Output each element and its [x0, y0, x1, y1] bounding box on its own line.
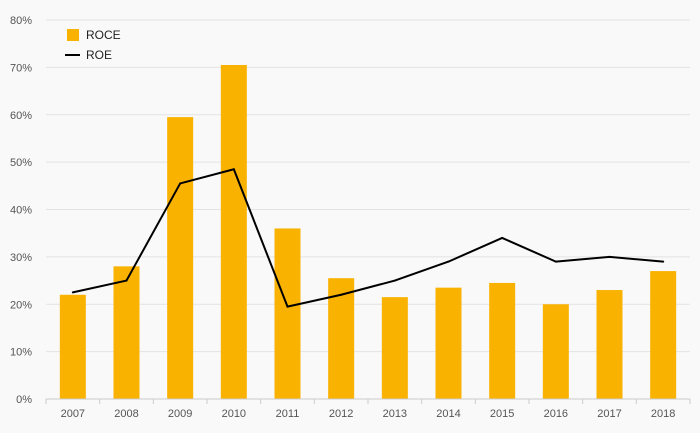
x-tick-label: 2016 — [544, 408, 568, 420]
roce-bar — [381, 297, 408, 399]
roe-point — [340, 293, 343, 296]
y-tick-label: 70% — [10, 62, 32, 74]
roce-bar — [274, 228, 301, 399]
legend-roce-label: ROCE — [86, 28, 121, 42]
x-tick-label: 2009 — [168, 408, 192, 420]
legend-roce-swatch — [67, 29, 79, 41]
roce-bar — [220, 65, 247, 399]
grid-lines — [46, 19, 690, 353]
roce-bar — [650, 271, 677, 399]
roe-point — [286, 305, 289, 308]
roce-bar — [113, 266, 140, 399]
roe-point — [393, 279, 396, 282]
x-tick-label: 2018 — [651, 408, 675, 420]
roce-bar — [328, 278, 355, 399]
y-tick-label: 80% — [10, 15, 32, 27]
x-tick-label: 2007 — [61, 408, 85, 420]
legend-roe-label: ROE — [86, 48, 112, 62]
roe-point — [608, 255, 611, 258]
y-tick-label: 40% — [10, 205, 32, 217]
x-axis: 2007 2008 2009 2010 2011 2012 2013 2014 2015 2016… — [45, 398, 691, 420]
roe-line-group — [71, 168, 665, 308]
roce-bar — [489, 282, 516, 399]
roce-bar — [167, 117, 194, 400]
x-tick-label: 2008 — [114, 408, 138, 420]
roe-point — [232, 168, 235, 171]
x-tick-label: 2013 — [383, 408, 407, 420]
y-axis: 0% 10% 20% 30% 40% 50% 60% 70% 80% — [10, 15, 32, 406]
x-tick-label: 2015 — [490, 408, 514, 420]
roe-point — [554, 260, 557, 263]
roe-point — [662, 260, 665, 263]
roce-bar — [435, 287, 462, 399]
y-tick-label: 10% — [10, 347, 32, 359]
roce-bar — [596, 290, 623, 399]
roce-bars — [59, 65, 677, 400]
roe-line — [72, 168, 664, 308]
roe-point — [501, 236, 504, 239]
y-tick-label: 60% — [10, 110, 32, 122]
roe-point — [179, 182, 182, 185]
y-tick-label: 0% — [16, 394, 32, 406]
x-tick-label: 2012 — [329, 408, 353, 420]
y-tick-label: 20% — [10, 299, 32, 311]
roe-point — [71, 291, 74, 294]
x-tick-label: 2017 — [597, 408, 621, 420]
x-tick-label: 2011 — [276, 408, 300, 420]
legend: ROCE ROE — [65, 28, 121, 62]
roce-bar — [542, 304, 569, 399]
y-tick-label: 30% — [10, 252, 32, 264]
x-tick-label: 2010 — [222, 408, 246, 420]
x-tick-label: 2014 — [436, 408, 460, 420]
y-tick-label: 50% — [10, 157, 32, 169]
roce-bar — [59, 294, 86, 399]
roe-point — [447, 260, 450, 263]
roe-point — [125, 279, 128, 282]
